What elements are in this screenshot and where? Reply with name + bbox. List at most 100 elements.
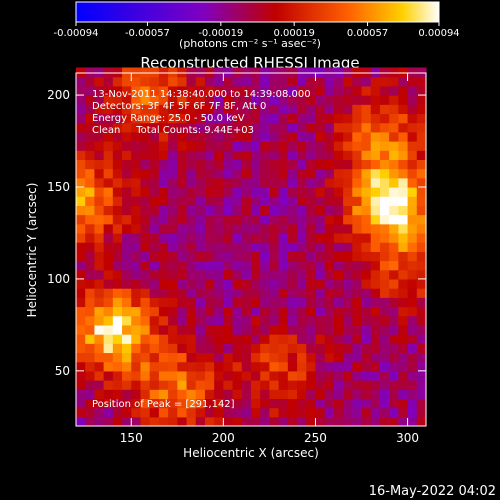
heatmap-cell xyxy=(361,67,372,78)
heatmap-cell xyxy=(168,232,178,243)
heatmap-cell xyxy=(103,343,114,354)
colorbar-tick-label: 0.00057 xyxy=(347,28,388,39)
heatmap-cell xyxy=(204,343,215,354)
heatmap-cell xyxy=(297,113,307,124)
heatmap-cell xyxy=(149,131,160,142)
heatmap-cell xyxy=(177,370,188,381)
heatmap-cell xyxy=(122,76,132,87)
heatmap-cell xyxy=(287,214,298,225)
heatmap-cell xyxy=(370,361,381,372)
heatmap-cell xyxy=(269,398,280,409)
heatmap-cell xyxy=(195,141,206,151)
heatmap-cell xyxy=(389,407,399,418)
heatmap-cell xyxy=(416,352,427,363)
heatmap-cell xyxy=(333,159,344,170)
heatmap-cell xyxy=(370,251,381,262)
heatmap-cell xyxy=(103,67,114,78)
heatmap-cell xyxy=(306,334,317,344)
heatmap-cells xyxy=(76,67,427,427)
heatmap-cell xyxy=(122,343,132,354)
heatmap-cell xyxy=(333,278,344,289)
heatmap-cell xyxy=(158,416,169,427)
heatmap-cell xyxy=(177,242,188,252)
heatmap-cell xyxy=(269,186,280,197)
heatmap-cell xyxy=(352,306,363,317)
heatmap-cell xyxy=(260,343,271,354)
heatmap-cell xyxy=(398,168,409,179)
heatmap-cell xyxy=(361,324,372,335)
heatmap-cell xyxy=(370,232,381,243)
heatmap-cell xyxy=(168,67,178,78)
heatmap-cell xyxy=(370,67,381,78)
heatmap-cell xyxy=(251,141,261,151)
heatmap-cell xyxy=(140,159,151,170)
heatmap-cell xyxy=(306,343,317,354)
heatmap-cell xyxy=(287,251,298,262)
heatmap-cell xyxy=(297,141,307,151)
heatmap-cell xyxy=(232,269,243,280)
heatmap-cell xyxy=(186,214,197,225)
heatmap-cell xyxy=(352,186,363,197)
heatmap-cell xyxy=(278,288,289,298)
heatmap-cell xyxy=(76,315,86,326)
heatmap-cell xyxy=(241,297,252,308)
heatmap-cell xyxy=(149,232,160,243)
heatmap-cell xyxy=(204,288,215,298)
heatmap-cell xyxy=(278,380,289,390)
heatmap-cell xyxy=(269,407,280,418)
heatmap-cell xyxy=(204,416,215,427)
heatmap-cell xyxy=(149,260,160,271)
heatmap-cell xyxy=(177,278,188,289)
heatmap-cell xyxy=(204,196,215,206)
heatmap-cell xyxy=(278,343,289,354)
heatmap-cell xyxy=(85,113,96,124)
heatmap-cell xyxy=(241,370,252,381)
heatmap-cell xyxy=(112,232,123,243)
heatmap-cell xyxy=(122,232,132,243)
heatmap-cell xyxy=(324,251,335,262)
heatmap-cell xyxy=(370,223,381,234)
heatmap-cell xyxy=(214,315,224,326)
heatmap-cell xyxy=(223,223,234,234)
heatmap-cell xyxy=(343,416,353,427)
heatmap-cell xyxy=(85,352,96,363)
heatmap-cell xyxy=(416,205,427,216)
y-tick-label: 150 xyxy=(47,180,70,194)
heatmap-cell xyxy=(112,113,123,124)
heatmap-cell xyxy=(76,150,86,161)
heatmap-cell xyxy=(407,150,418,161)
heatmap-cell xyxy=(140,223,151,234)
heatmap-cell xyxy=(287,168,298,179)
heatmap-cell xyxy=(306,232,317,243)
heatmap-cell xyxy=(122,67,132,78)
heatmap-cell xyxy=(177,380,188,390)
heatmap-cell xyxy=(186,370,197,381)
heatmap-cell xyxy=(168,297,178,308)
heatmap-cell xyxy=(214,398,224,409)
heatmap-cell xyxy=(269,324,280,335)
heatmap-cell xyxy=(94,315,105,326)
heatmap-cell xyxy=(269,306,280,317)
heatmap-cell xyxy=(251,150,261,161)
heatmap-cell xyxy=(416,306,427,317)
heatmap-cell xyxy=(223,214,234,225)
heatmap-cell xyxy=(315,186,326,197)
heatmap-cell xyxy=(315,269,326,280)
heatmap-cell xyxy=(306,104,317,115)
heatmap-cell xyxy=(214,370,224,381)
heatmap-cell xyxy=(389,297,399,308)
heatmap-cell xyxy=(333,131,344,142)
heatmap-cell xyxy=(398,141,409,151)
heatmap-cell xyxy=(343,196,353,206)
heatmap-cell xyxy=(352,380,363,390)
heatmap-cell xyxy=(177,205,188,216)
heatmap-cell xyxy=(195,398,206,409)
heatmap-cell xyxy=(260,297,271,308)
heatmap-cell xyxy=(278,389,289,400)
heatmap-cell xyxy=(204,186,215,197)
heatmap-cell xyxy=(361,306,372,317)
heatmap-cell xyxy=(232,196,243,206)
heatmap-cell xyxy=(361,297,372,308)
heatmap-cell xyxy=(361,361,372,372)
heatmap-cell xyxy=(278,306,289,317)
